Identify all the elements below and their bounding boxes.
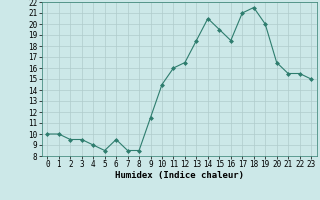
X-axis label: Humidex (Indice chaleur): Humidex (Indice chaleur)	[115, 171, 244, 180]
